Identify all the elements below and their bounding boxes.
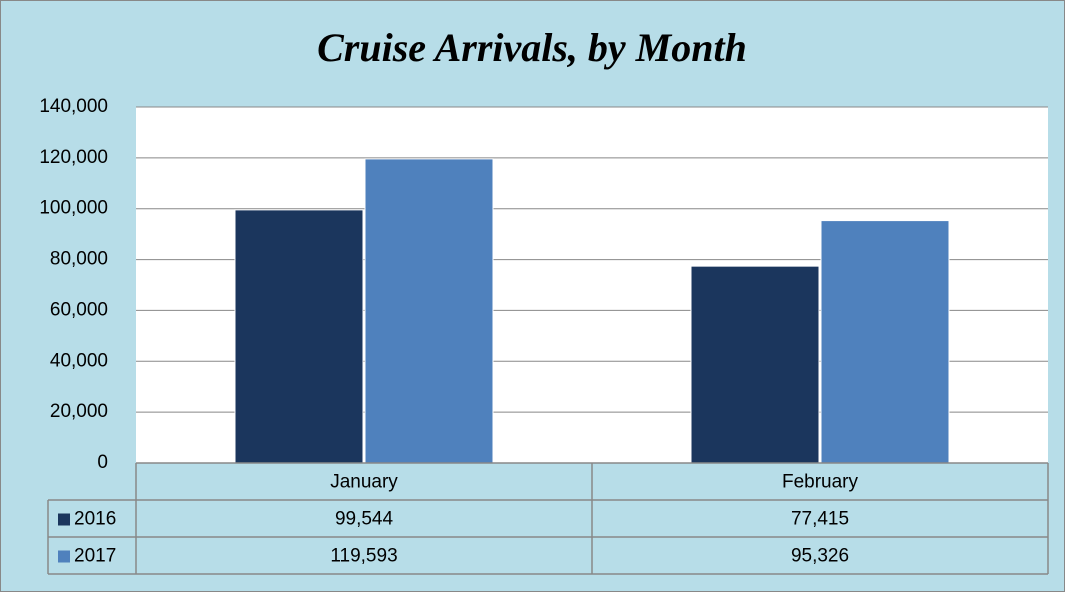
y-tick-label: 0 [97,452,108,473]
data-label: 119,593 [330,546,397,567]
data-label: 95,326 [791,546,849,567]
legend-label: 2016 [74,509,116,530]
bar [820,220,950,464]
y-tick-label: 20,000 [50,401,108,422]
x-tick-label: February [782,472,859,493]
data-label: 77,415 [791,509,849,530]
x-tick-label: January [330,472,398,493]
legend-label: 2017 [74,546,116,567]
bar [364,158,494,464]
y-tick-label: 100,000 [39,198,108,219]
y-tick-label: 120,000 [39,147,108,168]
y-tick-label: 140,000 [39,96,108,117]
data-label: 99,544 [335,509,394,530]
y-tick-label: 40,000 [50,350,108,371]
legend-swatch [58,513,70,526]
y-tick-label: 60,000 [50,299,108,320]
bar [690,265,820,464]
chart-title: Cruise Arrivals, by Month [317,25,747,70]
bar [234,209,364,464]
legend-swatch [58,550,70,563]
y-tick-label: 80,000 [50,249,108,270]
